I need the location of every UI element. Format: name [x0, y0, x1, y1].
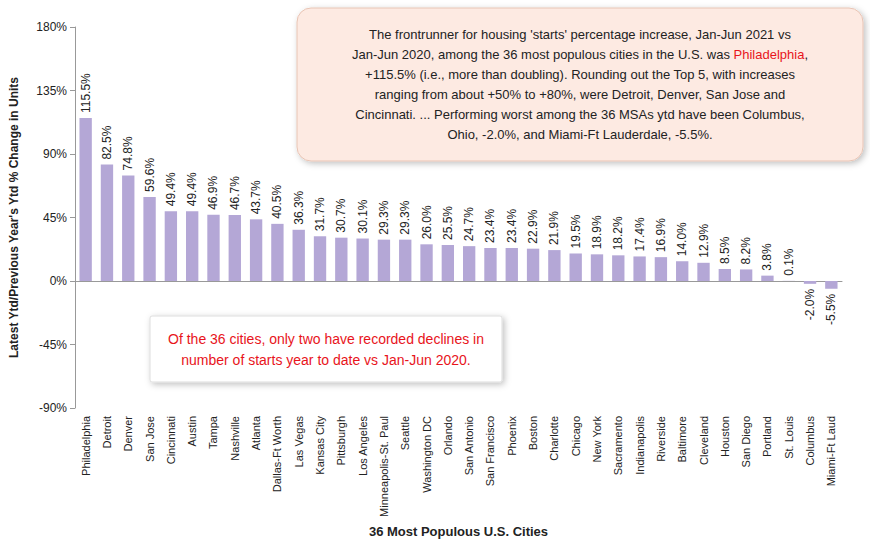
svg-text:8.5%: 8.5% — [718, 236, 732, 264]
svg-text:-90%: -90% — [39, 401, 67, 415]
svg-text:8.2%: 8.2% — [739, 237, 753, 265]
svg-text:49.4%: 49.4% — [185, 172, 199, 206]
svg-text:43.7%: 43.7% — [249, 180, 263, 214]
svg-text:22.9%: 22.9% — [526, 209, 540, 243]
svg-text:0%: 0% — [50, 274, 68, 288]
svg-text:number of starts year to date: number of starts year to date vs Jan-Jun… — [181, 352, 471, 368]
svg-text:23.4%: 23.4% — [505, 209, 519, 243]
svg-text:29.3%: 29.3% — [398, 200, 412, 234]
svg-text:+115.5% (i.e., more than doubl: +115.5% (i.e., more than doubling). Roun… — [365, 67, 795, 82]
svg-text:Philadelphia: Philadelphia — [734, 47, 806, 62]
svg-text:16.9%: 16.9% — [654, 218, 668, 252]
svg-text:Seattle: Seattle — [399, 416, 411, 450]
svg-text:Houston: Houston — [719, 416, 731, 457]
svg-text:Chicago: Chicago — [570, 416, 582, 456]
svg-text:90%: 90% — [43, 147, 67, 161]
svg-text:San Antonio: San Antonio — [463, 416, 475, 475]
svg-text:Las Vegas: Las Vegas — [293, 416, 305, 468]
svg-text:21.9%: 21.9% — [547, 211, 561, 245]
svg-text:San Francisco: San Francisco — [484, 416, 496, 486]
svg-text:San Jose: San Jose — [144, 416, 156, 462]
svg-text:135%: 135% — [36, 84, 67, 98]
svg-text:Pittsburgh: Pittsburgh — [335, 416, 347, 466]
svg-text:45%: 45% — [43, 211, 67, 225]
svg-text:Ohio, -2.0%, and Miami-Ft Laud: Ohio, -2.0%, and Miami-Ft Lauderdale, -5… — [447, 127, 712, 142]
svg-text:25.5%: 25.5% — [441, 206, 455, 240]
svg-text:Washington DC: Washington DC — [421, 416, 433, 493]
svg-text:Latest Ytd/Previous Year's Ytd: Latest Ytd/Previous Year's Ytd % Change … — [7, 77, 21, 358]
svg-text:Charlotte: Charlotte — [548, 416, 560, 461]
svg-text:59.6%: 59.6% — [143, 158, 157, 192]
svg-text:24.7%: 24.7% — [462, 207, 476, 241]
svg-text:30.7%: 30.7% — [334, 198, 348, 232]
svg-text:Minneapolis-St. Paul: Minneapolis-St. Paul — [378, 416, 390, 517]
svg-text:Boston: Boston — [527, 416, 539, 450]
svg-text:Orlando: Orlando — [442, 416, 454, 455]
svg-text:23.4%: 23.4% — [483, 209, 497, 243]
svg-text:40.5%: 40.5% — [270, 184, 284, 218]
svg-text:26.0%: 26.0% — [420, 205, 434, 239]
svg-text:74.8%: 74.8% — [121, 136, 135, 170]
svg-text:San Diego: San Diego — [740, 416, 752, 467]
svg-text:Dallas-Ft Worth: Dallas-Ft Worth — [271, 416, 283, 492]
svg-text:3.8%: 3.8% — [760, 243, 774, 271]
svg-text:29.3%: 29.3% — [377, 200, 391, 234]
svg-text:New York: New York — [591, 416, 603, 463]
svg-text:18.9%: 18.9% — [590, 215, 604, 249]
svg-text:Cleveland: Cleveland — [698, 416, 710, 465]
svg-text:Baltimore: Baltimore — [676, 416, 688, 462]
svg-text:Indianapolis: Indianapolis — [634, 416, 646, 475]
svg-text:Kansas City: Kansas City — [314, 416, 326, 475]
svg-text:Columbus: Columbus — [804, 416, 816, 466]
svg-text:-45%: -45% — [39, 338, 67, 352]
svg-text:Cincinnati. ... Performing wor: Cincinnati. ... Performing worst among t… — [355, 107, 804, 122]
svg-text:Atlanta: Atlanta — [250, 415, 262, 450]
svg-text:49.4%: 49.4% — [164, 172, 178, 206]
svg-text:36 Most Populous U.S. Cities: 36 Most Populous U.S. Cities — [369, 524, 548, 539]
svg-text:Nashville: Nashville — [229, 416, 241, 461]
svg-text:115.5%: 115.5% — [79, 73, 93, 113]
svg-text:Phoenix: Phoenix — [506, 416, 518, 456]
svg-text:Philadelphia: Philadelphia — [80, 415, 92, 476]
svg-text:30.1%: 30.1% — [356, 199, 370, 233]
svg-text:12.9%: 12.9% — [697, 223, 711, 257]
svg-text:The frontrunner for housing 's: The frontrunner for housing 'starts' per… — [369, 27, 791, 42]
svg-text:46.9%: 46.9% — [206, 175, 220, 209]
svg-text:18.2%: 18.2% — [611, 216, 625, 250]
svg-text:Los Angeles: Los Angeles — [357, 416, 369, 476]
svg-text:Jan-Jun 2020, among the 36 mos: Jan-Jun 2020, among the 36 most populous… — [352, 47, 734, 62]
svg-text:19.5%: 19.5% — [569, 214, 583, 248]
svg-text:36.3%: 36.3% — [292, 190, 306, 224]
svg-text:Portland: Portland — [761, 416, 773, 457]
svg-text:0.1%: 0.1% — [782, 248, 796, 276]
svg-text:,: , — [804, 47, 808, 62]
svg-text:Detroit: Detroit — [101, 416, 113, 448]
svg-text:Cincinnati: Cincinnati — [165, 416, 177, 464]
svg-text:-2.0%: -2.0% — [803, 289, 817, 321]
svg-text:St. Louis: St. Louis — [783, 416, 795, 459]
svg-text:14.0%: 14.0% — [675, 222, 689, 256]
svg-text:ranging from about +50% to +80: ranging from about +50% to +80%, were De… — [375, 87, 785, 102]
svg-text:Denver: Denver — [122, 416, 134, 452]
svg-text:17.4%: 17.4% — [633, 217, 647, 251]
svg-text:31.7%: 31.7% — [313, 197, 327, 231]
svg-text:-5.5%: -5.5% — [824, 293, 838, 325]
svg-text:82.5%: 82.5% — [100, 125, 114, 159]
svg-text:Tampa: Tampa — [207, 415, 219, 449]
svg-text:180%: 180% — [36, 20, 67, 34]
svg-text:Of the 36 cities, only two hav: Of the 36 cities, only two have recorded… — [168, 331, 484, 347]
svg-text:Sacramento: Sacramento — [612, 416, 624, 475]
svg-text:46.7%: 46.7% — [228, 176, 242, 210]
svg-text:Riverside: Riverside — [655, 416, 667, 462]
svg-text:Miami-Ft Laud: Miami-Ft Laud — [825, 416, 837, 486]
svg-text:Austin: Austin — [186, 416, 198, 447]
